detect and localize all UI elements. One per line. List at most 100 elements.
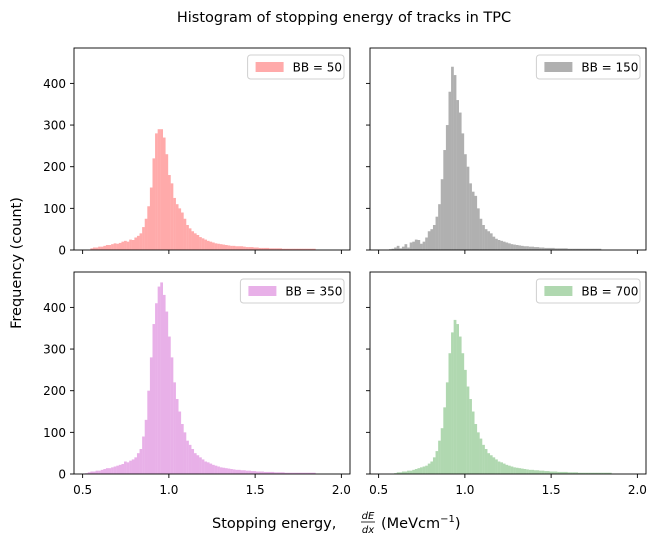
histogram-bar: [232, 469, 236, 474]
subplot-1: 0 100 200 300 400 BB = 50: [43, 47, 351, 258]
histogram-bar: [401, 471, 405, 474]
histogram-bar: [121, 464, 125, 474]
histogram-bar: [471, 411, 475, 474]
histogram-bar: [528, 469, 532, 474]
histogram-bar: [482, 225, 485, 250]
histogram-bar: [554, 471, 558, 474]
legend-swatch: [248, 286, 277, 296]
histogram-bars: [90, 129, 316, 250]
histogram-bar: [124, 240, 127, 250]
histogram-bar: [219, 244, 223, 250]
histogram-bar: [440, 428, 444, 474]
histogram-bar: [407, 470, 410, 474]
histogram-bar: [116, 243, 119, 250]
histogram-bar: [299, 248, 303, 250]
histogram-bar: [577, 248, 581, 250]
histogram-bar: [593, 472, 597, 474]
histogram-bar: [425, 237, 428, 250]
histogram-bar: [245, 247, 249, 250]
histogram-bar: [456, 324, 459, 474]
histogram-bar: [518, 245, 522, 250]
histogram-bar: [497, 461, 501, 474]
legend-label: BB = 350: [285, 285, 342, 299]
histogram-bar: [598, 472, 602, 474]
histogram-bar: [526, 246, 529, 250]
histogram-bar: [281, 472, 285, 474]
histogram-bar: [170, 183, 174, 250]
histogram-bar: [559, 248, 563, 250]
histogram-bar: [595, 248, 599, 250]
legend-swatch: [255, 62, 284, 72]
histogram-bar: [541, 247, 545, 250]
histogram-bar: [513, 244, 516, 250]
histogram-bar: [108, 468, 112, 474]
histogram-bar: [445, 382, 449, 474]
histogram-bar: [180, 212, 184, 250]
histogram-bar: [191, 231, 195, 250]
histogram-bar: [551, 247, 555, 250]
histogram-bar: [414, 239, 418, 250]
histogram-bar: [583, 248, 586, 250]
histogram-bar: [113, 243, 117, 250]
histogram-bar: [541, 470, 545, 474]
histogram-bar: [417, 468, 421, 474]
histogram-bar: [152, 158, 156, 250]
histogram-bar: [404, 244, 408, 250]
histogram-bar: [606, 472, 610, 474]
histogram-bar: [129, 460, 132, 474]
histogram-bar: [453, 319, 457, 474]
histogram-bar: [409, 470, 413, 474]
histogram-bar: [489, 455, 493, 474]
histogram-bar: [585, 248, 589, 250]
histogram-bar: [186, 225, 189, 250]
histogram-bar: [564, 471, 568, 474]
histogram-bar: [510, 466, 514, 474]
histogram-bar: [515, 245, 519, 250]
histogram-bar: [237, 469, 241, 474]
x-tick-label: 1.0: [455, 483, 474, 497]
axes-frame: [73, 271, 351, 475]
histogram-bar: [157, 129, 161, 250]
histogram-bar: [90, 248, 94, 250]
histogram-bar: [440, 179, 444, 250]
histogram-bar: [175, 399, 179, 474]
histogram-bar: [183, 218, 187, 250]
subplot-3: 0 100 200 300 400 0.5 1.0 1.5 2.0 BB = 350: [43, 271, 351, 497]
histogram-bar: [502, 463, 506, 474]
histogram-bar: [414, 469, 418, 474]
histogram-bar: [585, 472, 589, 474]
histogram-bar: [590, 472, 594, 474]
histogram-bar: [253, 247, 257, 250]
histogram-bar: [240, 470, 244, 474]
histogram-bar: [310, 248, 314, 250]
histogram-bar: [396, 472, 400, 474]
histogram-bar: [588, 472, 591, 474]
histogram-bar: [420, 467, 423, 474]
histogram-bar: [121, 241, 125, 250]
histogram-bar: [193, 233, 197, 250]
histogram-bar: [214, 465, 218, 474]
histogram-bar: [287, 248, 290, 250]
histogram-bar: [196, 235, 200, 250]
histogram-bar: [268, 248, 272, 250]
x-axis-label: Stopping energy,: [212, 516, 336, 532]
subplots: 0 100 200 300 400 BB = 50 BB = 150 0 100 200 300 40…: [43, 47, 647, 497]
x-tick-label: 1.0: [159, 483, 178, 497]
histogram-bar: [230, 245, 233, 250]
histogram-bar: [92, 471, 96, 474]
histogram-bar: [492, 236, 496, 250]
histogram-bar: [284, 472, 288, 474]
histogram-bar: [533, 247, 537, 250]
x-tick-label: 1.5: [246, 483, 265, 497]
histogram-bar: [404, 471, 408, 474]
histogram-bar: [235, 246, 239, 250]
histogram-bars: [394, 319, 612, 474]
histogram-bar: [551, 471, 555, 474]
histogram-bar: [451, 66, 454, 251]
histogram-bar: [549, 471, 553, 474]
histogram-bar: [232, 245, 236, 250]
histogram-bar: [533, 470, 537, 474]
y-tick-label: 400: [43, 301, 66, 315]
histogram-bar: [562, 248, 566, 250]
histogram-bar: [495, 238, 498, 250]
